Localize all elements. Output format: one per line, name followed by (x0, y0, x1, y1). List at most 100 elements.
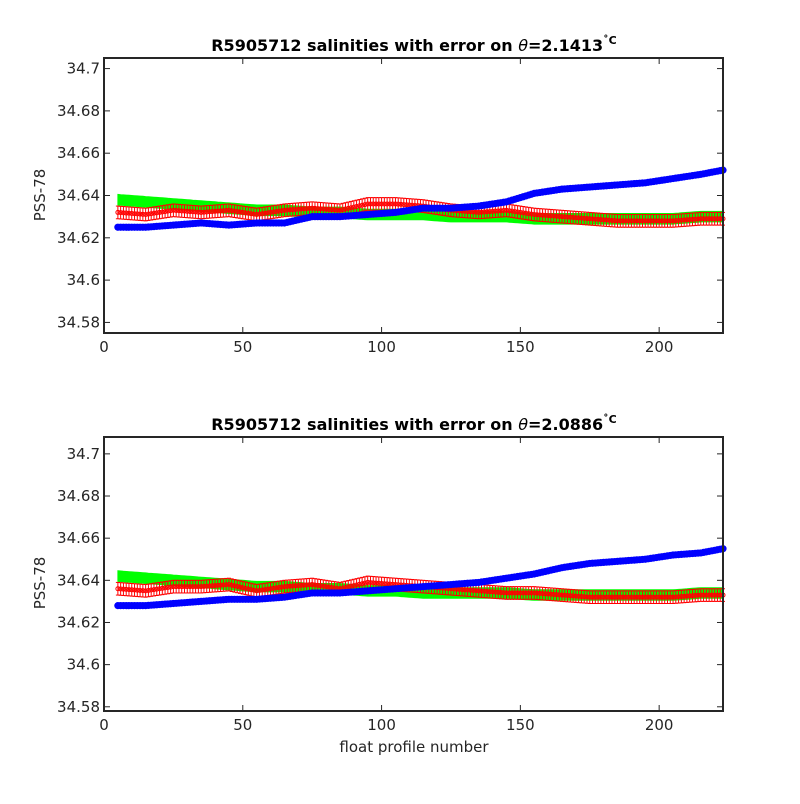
error-point (132, 587, 138, 593)
error-point (356, 581, 362, 587)
error-point (281, 584, 287, 590)
error-point (268, 209, 274, 215)
error-point (517, 209, 523, 215)
error-point (537, 212, 543, 218)
error-point (256, 211, 262, 217)
error-point (606, 217, 612, 223)
error-point (512, 209, 518, 215)
error-point (620, 218, 626, 224)
error-point (601, 217, 607, 223)
error-point (340, 207, 346, 213)
error-point (673, 594, 679, 600)
error-point (687, 217, 693, 223)
error-point (595, 594, 601, 600)
error-point (215, 582, 221, 588)
error-point (115, 209, 121, 215)
error-point (223, 582, 229, 588)
error-point (565, 214, 571, 220)
error-point (664, 218, 670, 224)
error-point (584, 594, 590, 600)
error-point (306, 205, 312, 211)
error-point (356, 203, 362, 209)
error-point (134, 211, 140, 217)
plot-background (104, 437, 723, 711)
error-point (465, 587, 471, 593)
error-point (381, 581, 387, 587)
error-point (481, 209, 487, 215)
error-point (298, 582, 304, 588)
error-point (615, 218, 621, 224)
error-point (129, 587, 135, 593)
error-point (695, 216, 701, 222)
error-point (140, 211, 146, 217)
error-point (318, 583, 324, 589)
error-point (198, 584, 204, 590)
error-point (290, 207, 296, 213)
error-point (490, 589, 496, 595)
error-point (379, 201, 385, 207)
error-point (334, 207, 340, 213)
error-point (326, 206, 332, 212)
error-point (204, 209, 210, 215)
error-point (151, 587, 157, 593)
error-point (578, 215, 584, 221)
error-point (681, 217, 687, 223)
y-tick-label: 34.6 (67, 656, 100, 674)
error-point (653, 218, 659, 224)
error-point (132, 211, 138, 217)
error-point (603, 217, 609, 223)
error-point (170, 207, 176, 213)
error-point (487, 589, 493, 595)
error-point (628, 218, 634, 224)
axes-box (103, 436, 724, 712)
error-point (129, 210, 135, 216)
error-point (143, 588, 149, 594)
error-point (315, 206, 321, 212)
y-tick-label: 34.68 (57, 102, 100, 120)
error-point (709, 216, 715, 222)
error-point (467, 587, 473, 593)
y-tick-label: 34.58 (57, 698, 100, 716)
error-point (545, 591, 551, 597)
error-point (304, 582, 310, 588)
error-point (473, 209, 479, 215)
error-point (484, 209, 490, 215)
error-point (612, 594, 618, 600)
error-point (662, 218, 668, 224)
error-point (631, 218, 637, 224)
error-point (318, 206, 324, 212)
error-point (678, 217, 684, 223)
error-point (212, 208, 218, 214)
error-point (373, 201, 379, 207)
error-point (401, 202, 407, 208)
error-point (540, 212, 546, 218)
error-point (254, 588, 260, 594)
error-point (545, 213, 551, 219)
chart-panel-1: R5905712 salinities with error on θ=2.14… (31, 34, 727, 356)
error-point (362, 202, 368, 208)
error-point (626, 594, 632, 600)
error-point (698, 216, 704, 222)
error-point (123, 210, 129, 216)
error-point (229, 582, 235, 588)
error-point (645, 594, 651, 600)
error-point (612, 218, 618, 224)
error-point (179, 208, 185, 214)
error-point (631, 594, 637, 600)
error-point (370, 580, 376, 586)
error-point (290, 583, 296, 589)
error-point (387, 201, 393, 207)
error-point (365, 579, 371, 585)
error-point (398, 201, 404, 207)
error-point (145, 211, 151, 217)
error-point (501, 590, 507, 596)
error-point (395, 201, 401, 207)
error-point (623, 594, 629, 600)
error-point (245, 210, 251, 216)
error-point (495, 208, 501, 214)
error-point (520, 210, 526, 216)
error-point (490, 208, 496, 214)
error-point (273, 585, 279, 591)
error-point (542, 212, 548, 218)
error-point (509, 208, 515, 214)
